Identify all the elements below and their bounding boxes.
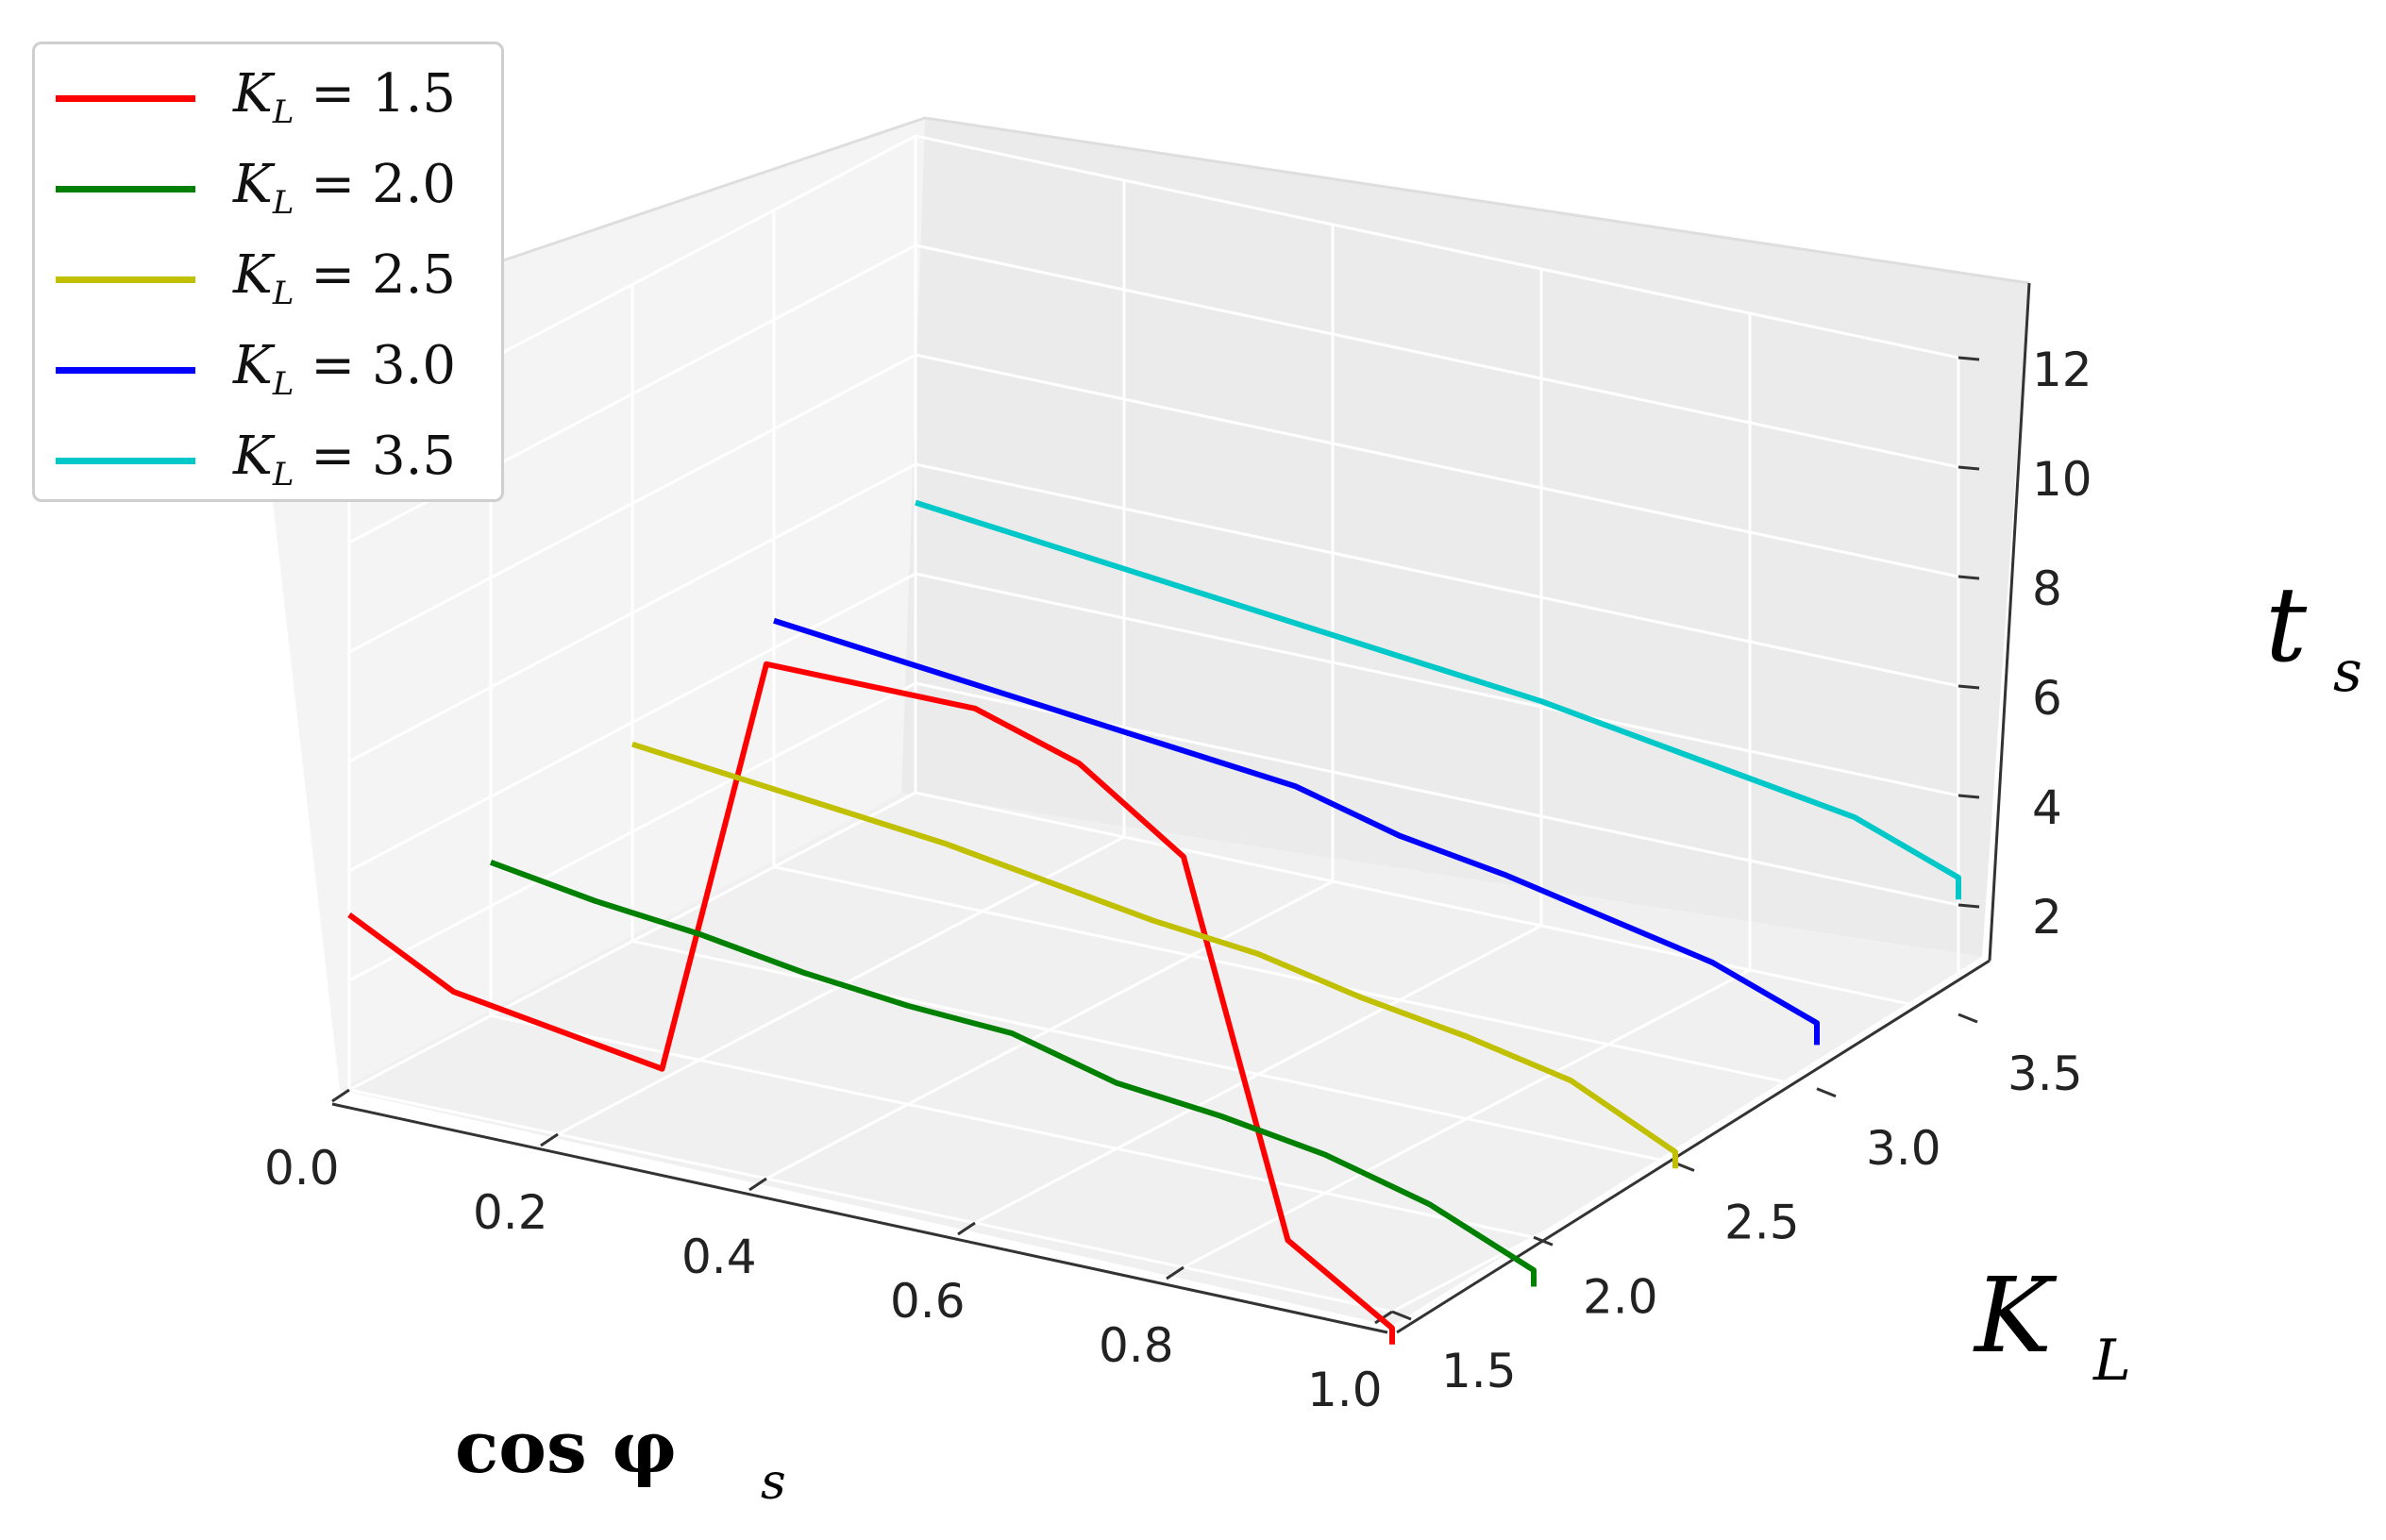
y-tick [1816, 1087, 1837, 1098]
y-tick-label: 2.5 [1724, 1196, 1800, 1250]
legend-label: KL = 3.0 [233, 335, 457, 404]
grid-line [348, 353, 1959, 654]
series-line [773, 617, 1820, 1046]
x-tick [1166, 1265, 1185, 1281]
z-tick-label: 12 [2032, 343, 2092, 397]
floor-pane [340, 793, 1982, 1326]
z-tick-label: 2 [2032, 890, 2062, 945]
z-axis-label-sub: s [2333, 639, 2362, 705]
z-axis-line [1988, 282, 2031, 962]
y-tick-label: 3.5 [2008, 1046, 2083, 1101]
legend-label: KL = 2.5 [233, 244, 457, 313]
x-tick [331, 1088, 350, 1103]
x-axis-label-sub: s [761, 1454, 786, 1511]
y-tick [1674, 1162, 1695, 1172]
legend: KL = 1.5 KL = 2.0 KL = 2.5 KL = 3.0 KL =… [32, 42, 504, 502]
y-tick-label: 2.0 [1583, 1269, 1658, 1324]
series-lines [347, 499, 1961, 1345]
z-tick [1958, 465, 1980, 471]
grid-line [631, 940, 1676, 1164]
legend-entry: KL = 2.5 [35, 235, 501, 326]
series-line [915, 499, 1961, 900]
z-tick [1958, 575, 1980, 580]
y-tick-label: 1.5 [1441, 1344, 1517, 1398]
tick-labels: 0.0 0.2 0.4 0.6 0.8 1.0 1.5 2.0 2.5 3.0 3.5 2 4 6 8 10 1… [264, 343, 2092, 1417]
grid-line [348, 134, 1959, 435]
y-tick [1391, 1310, 1412, 1321]
z-tick [1958, 903, 1980, 909]
x-tick-label: 0.2 [473, 1185, 548, 1240]
x-tick [957, 1221, 976, 1236]
grid-line [773, 865, 1818, 1091]
z-tick-label: 4 [2032, 780, 2062, 835]
grid-line [915, 791, 1959, 1016]
tick-marks [331, 356, 1980, 1325]
z-tick-label: 8 [2032, 561, 2062, 616]
z-tick-label: 6 [2032, 671, 2062, 726]
grid-lines [347, 134, 1960, 1314]
y-tick [1533, 1235, 1554, 1247]
x-tick [540, 1132, 559, 1147]
legend-swatch [56, 276, 195, 283]
y-axis-label-sub: L [2092, 1328, 2131, 1394]
x-tick [748, 1177, 767, 1192]
back-pane [901, 118, 2029, 957]
x-tick-label: 0.6 [890, 1274, 966, 1329]
x-axis-line [331, 1102, 1388, 1334]
x-tick-label: 0.4 [681, 1230, 757, 1284]
z-tick [1958, 356, 1980, 361]
legend-entry: KL = 3.0 [35, 326, 501, 416]
z-tick [1958, 794, 1980, 799]
grid-line [348, 1088, 1393, 1314]
series-line [347, 661, 1395, 1345]
x-axis-label: cos φ [455, 1405, 677, 1489]
legend-entry: KL = 1.5 [35, 54, 501, 144]
grid-line [348, 462, 1959, 763]
z-tick-label: 10 [2032, 452, 2092, 507]
grid-line [348, 243, 1959, 544]
legend-swatch [56, 367, 195, 374]
z-axis-label: t [2265, 564, 2308, 685]
legend-swatch [56, 458, 195, 464]
z-tick [1958, 684, 1980, 690]
legend-entry: KL = 3.5 [35, 416, 501, 507]
legend-label: KL = 1.5 [233, 63, 457, 132]
series-line [489, 860, 1537, 1287]
legend-swatch [56, 95, 195, 102]
y-tick-label: 3.0 [1866, 1121, 1941, 1176]
legend-label: KL = 2.0 [233, 154, 457, 223]
x-tick-label: 0.0 [264, 1141, 340, 1196]
x-tick-label: 1.0 [1307, 1363, 1383, 1417]
series-line [631, 741, 1678, 1169]
y-tick [1958, 1013, 1978, 1024]
x-tick-label: 0.8 [1099, 1318, 1174, 1373]
y-axis-label: K [1973, 1255, 2058, 1376]
legend-swatch [56, 186, 195, 192]
grid-line [348, 572, 1959, 873]
y-axis-line [1396, 959, 1991, 1334]
legend-label: KL = 3.5 [233, 426, 457, 494]
legend-entry: KL = 2.0 [35, 144, 501, 235]
